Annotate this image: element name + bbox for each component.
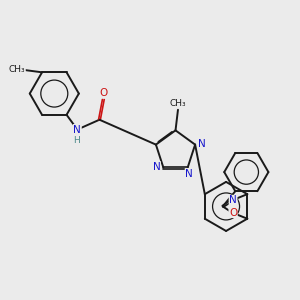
Text: N: N	[229, 195, 237, 205]
Text: CH₃: CH₃	[170, 99, 186, 108]
Text: N: N	[185, 169, 193, 178]
Text: O: O	[229, 208, 237, 218]
Text: CH₃: CH₃	[9, 65, 25, 74]
Text: N: N	[74, 124, 81, 134]
Text: N: N	[198, 139, 206, 148]
Text: N: N	[153, 162, 160, 172]
Text: H: H	[73, 136, 80, 145]
Text: O: O	[99, 88, 107, 98]
